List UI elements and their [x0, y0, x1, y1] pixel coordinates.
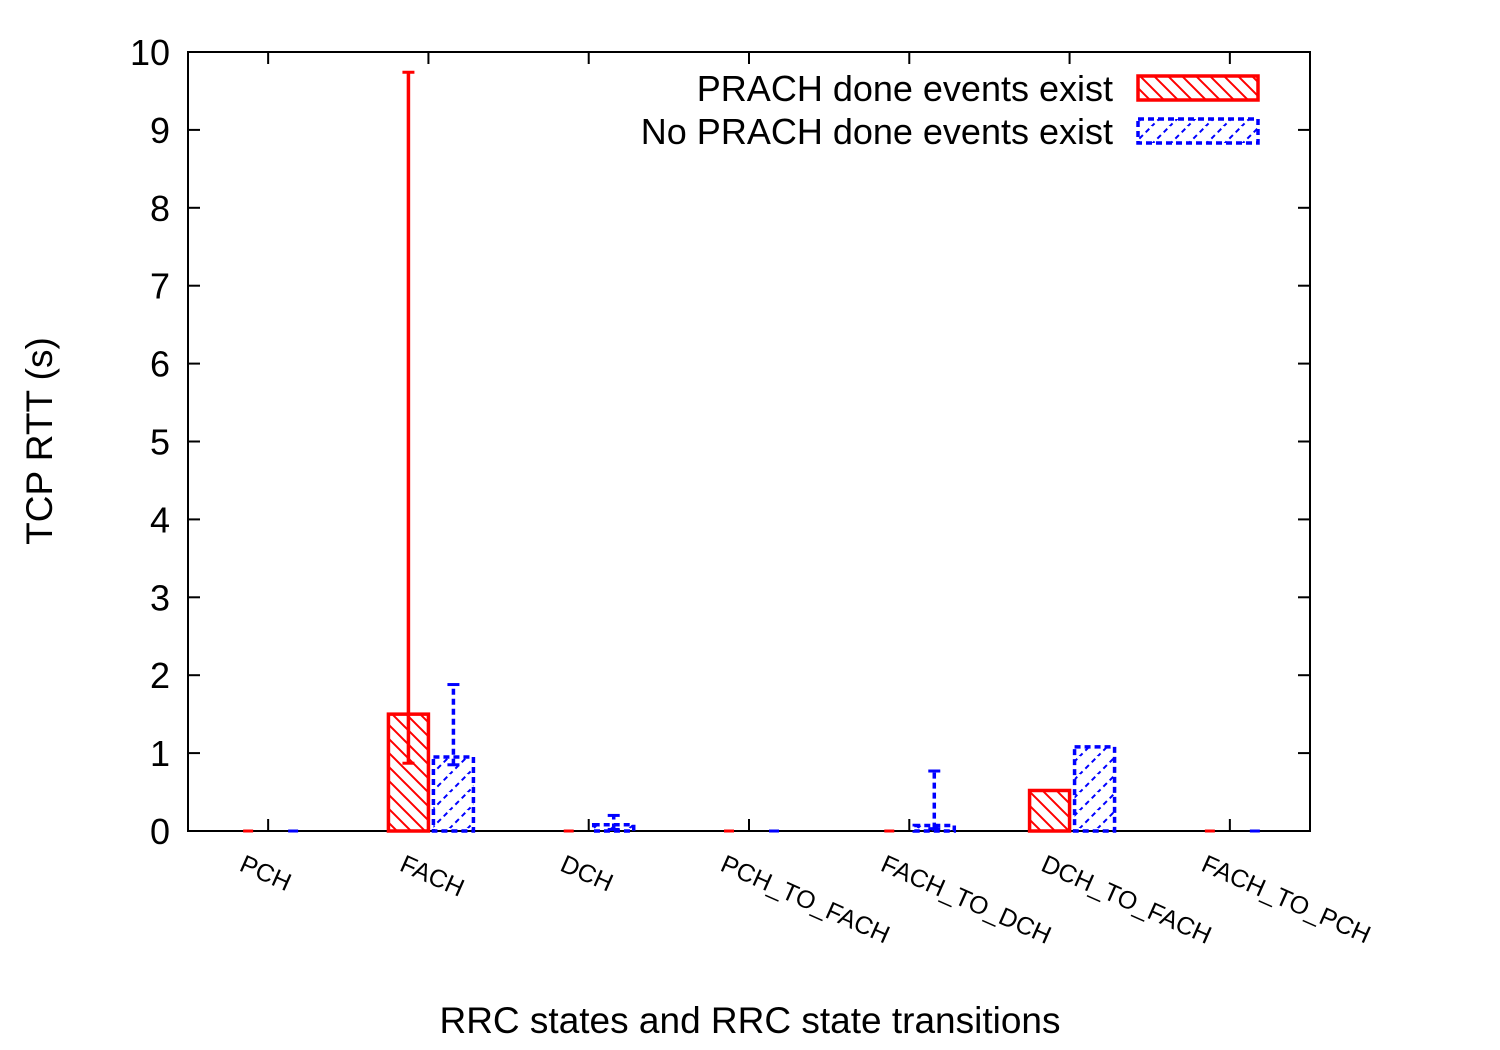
- legend-swatch: [1136, 74, 1260, 102]
- y-tick-label: 0: [150, 811, 170, 852]
- plot-border: [187, 51, 1311, 832]
- x-tick-label: FACH_TO_PCH: [1197, 850, 1374, 949]
- x-tick-label: PCH: [236, 850, 296, 897]
- legend-swatch: [1136, 117, 1260, 145]
- y-tick-label: 3: [150, 577, 170, 618]
- x-axis-title: RRC states and RRC state transitions: [439, 1000, 1060, 1041]
- x-tick-label: FACH_TO_DCH: [877, 850, 1055, 950]
- y-tick-label: 1: [150, 733, 170, 774]
- y-tick-label: 6: [150, 344, 170, 385]
- x-tick-label: PCH_TO_FACH: [717, 850, 894, 949]
- y-axis-title: TCP RTT (s): [19, 337, 60, 545]
- plot-frame: [187, 51, 1311, 832]
- bar-series: [243, 712, 1260, 833]
- bar: [431, 755, 476, 833]
- y-tick-label: 2: [150, 655, 170, 696]
- x-tick-label: FACH: [396, 850, 468, 903]
- bar: [1027, 788, 1072, 833]
- legend-label: PRACH done events exist: [697, 68, 1113, 109]
- y-tick-label: 10: [130, 32, 170, 73]
- legend-label: No PRACH done events exist: [641, 111, 1113, 152]
- x-tick-label: DCH: [556, 850, 617, 898]
- bar: [1072, 745, 1117, 833]
- y-tick-label: 4: [150, 499, 170, 540]
- y-tick-label: 5: [150, 422, 170, 463]
- y-tick-label: 8: [150, 188, 170, 229]
- y-tick-label: 9: [150, 110, 170, 151]
- error-bars: [402, 70, 941, 831]
- y-tick-label: 7: [150, 266, 170, 307]
- y-axis: 0 1 2 3 4 5 6 7 8 9 10: [130, 32, 1310, 852]
- x-tick-label: DCH_TO_FACH: [1037, 850, 1215, 950]
